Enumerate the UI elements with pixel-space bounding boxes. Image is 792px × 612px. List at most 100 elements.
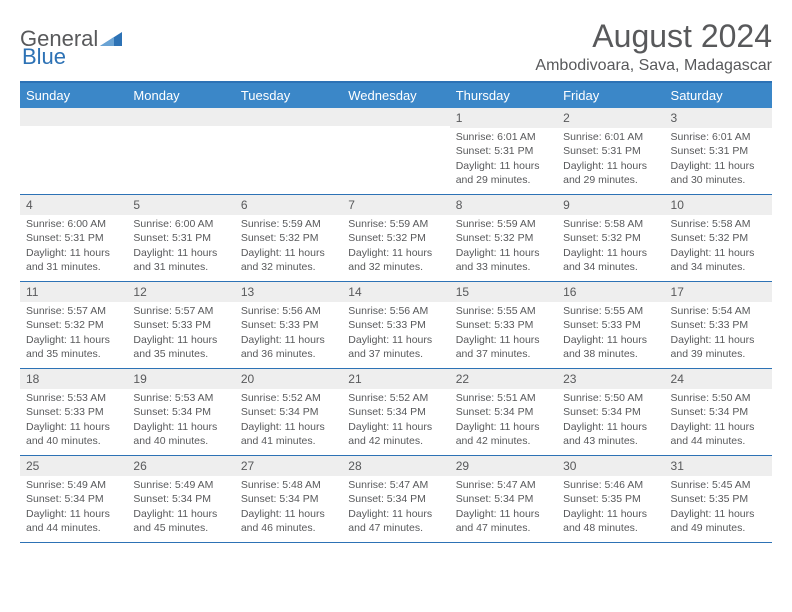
day-cell: 10Sunrise: 5:58 AMSunset: 5:32 PMDayligh… <box>665 195 772 281</box>
day-content: Sunrise: 5:57 AMSunset: 5:32 PMDaylight:… <box>20 302 127 365</box>
daylight-line2: and 37 minutes. <box>348 347 443 361</box>
daylight-line1: Daylight: 11 hours <box>563 246 658 260</box>
daylight-line1: Daylight: 11 hours <box>241 246 336 260</box>
sunset-text: Sunset: 5:34 PM <box>456 405 551 419</box>
sunrise-text: Sunrise: 5:52 AM <box>348 391 443 405</box>
sunrise-text: Sunrise: 5:59 AM <box>241 217 336 231</box>
day-content: Sunrise: 5:56 AMSunset: 5:33 PMDaylight:… <box>342 302 449 365</box>
day-cell: 11Sunrise: 5:57 AMSunset: 5:32 PMDayligh… <box>20 282 127 368</box>
sunset-text: Sunset: 5:33 PM <box>241 318 336 332</box>
day-number: 21 <box>342 369 449 389</box>
sunrise-text: Sunrise: 5:57 AM <box>133 304 228 318</box>
daylight-line2: and 44 minutes. <box>671 434 766 448</box>
daylight-line1: Daylight: 11 hours <box>241 507 336 521</box>
day-content: Sunrise: 6:01 AMSunset: 5:31 PMDaylight:… <box>665 128 772 191</box>
day-cell: 18Sunrise: 5:53 AMSunset: 5:33 PMDayligh… <box>20 369 127 455</box>
daylight-line2: and 43 minutes. <box>563 434 658 448</box>
daylight-line2: and 32 minutes. <box>241 260 336 274</box>
sunset-text: Sunset: 5:31 PM <box>26 231 121 245</box>
sunrise-text: Sunrise: 6:00 AM <box>133 217 228 231</box>
day-cell: 28Sunrise: 5:47 AMSunset: 5:34 PMDayligh… <box>342 456 449 542</box>
day-number: 22 <box>450 369 557 389</box>
daylight-line1: Daylight: 11 hours <box>563 333 658 347</box>
logo-triangle-icon <box>100 28 122 51</box>
month-title: August 2024 <box>535 18 772 55</box>
sunrise-text: Sunrise: 5:49 AM <box>26 478 121 492</box>
sunset-text: Sunset: 5:34 PM <box>26 492 121 506</box>
daylight-line1: Daylight: 11 hours <box>671 159 766 173</box>
daylight-line1: Daylight: 11 hours <box>671 420 766 434</box>
day-number: 8 <box>450 195 557 215</box>
day-number: 26 <box>127 456 234 476</box>
sunset-text: Sunset: 5:34 PM <box>348 492 443 506</box>
day-header-tuesday: Tuesday <box>235 83 342 108</box>
day-content: Sunrise: 5:50 AMSunset: 5:34 PMDaylight:… <box>665 389 772 452</box>
sunrise-text: Sunrise: 5:53 AM <box>26 391 121 405</box>
daylight-line1: Daylight: 11 hours <box>26 333 121 347</box>
sunset-text: Sunset: 5:31 PM <box>456 144 551 158</box>
daylight-line1: Daylight: 11 hours <box>563 159 658 173</box>
daylight-line2: and 40 minutes. <box>133 434 228 448</box>
week-row: 4Sunrise: 6:00 AMSunset: 5:31 PMDaylight… <box>20 195 772 282</box>
daylight-line2: and 37 minutes. <box>456 347 551 361</box>
week-row: 11Sunrise: 5:57 AMSunset: 5:32 PMDayligh… <box>20 282 772 369</box>
sunrise-text: Sunrise: 5:58 AM <box>671 217 766 231</box>
daylight-line1: Daylight: 11 hours <box>348 246 443 260</box>
day-content: Sunrise: 5:59 AMSunset: 5:32 PMDaylight:… <box>342 215 449 278</box>
daylight-line1: Daylight: 11 hours <box>26 507 121 521</box>
day-content: Sunrise: 5:55 AMSunset: 5:33 PMDaylight:… <box>450 302 557 365</box>
day-content: Sunrise: 5:47 AMSunset: 5:34 PMDaylight:… <box>450 476 557 539</box>
day-number: 12 <box>127 282 234 302</box>
day-cell: 6Sunrise: 5:59 AMSunset: 5:32 PMDaylight… <box>235 195 342 281</box>
sunset-text: Sunset: 5:33 PM <box>133 318 228 332</box>
day-cell: 21Sunrise: 5:52 AMSunset: 5:34 PMDayligh… <box>342 369 449 455</box>
day-content: Sunrise: 5:55 AMSunset: 5:33 PMDaylight:… <box>557 302 664 365</box>
day-number: 29 <box>450 456 557 476</box>
sunrise-text: Sunrise: 5:55 AM <box>563 304 658 318</box>
day-content: Sunrise: 5:45 AMSunset: 5:35 PMDaylight:… <box>665 476 772 539</box>
logo-blue-wrap: Blue <box>22 44 66 70</box>
day-number: 9 <box>557 195 664 215</box>
day-content: Sunrise: 5:56 AMSunset: 5:33 PMDaylight:… <box>235 302 342 365</box>
sunrise-text: Sunrise: 5:54 AM <box>671 304 766 318</box>
sunrise-text: Sunrise: 6:01 AM <box>671 130 766 144</box>
day-cell: 9Sunrise: 5:58 AMSunset: 5:32 PMDaylight… <box>557 195 664 281</box>
day-header-saturday: Saturday <box>665 83 772 108</box>
daylight-line2: and 36 minutes. <box>241 347 336 361</box>
sunrise-text: Sunrise: 5:47 AM <box>456 478 551 492</box>
daylight-line2: and 46 minutes. <box>241 521 336 535</box>
day-cell: 1Sunrise: 6:01 AMSunset: 5:31 PMDaylight… <box>450 108 557 194</box>
page-header: General August 2024 Ambodivoara, Sava, M… <box>20 18 772 75</box>
day-content: Sunrise: 5:58 AMSunset: 5:32 PMDaylight:… <box>665 215 772 278</box>
day-number: 5 <box>127 195 234 215</box>
daylight-line1: Daylight: 11 hours <box>348 333 443 347</box>
day-content: Sunrise: 5:57 AMSunset: 5:33 PMDaylight:… <box>127 302 234 365</box>
sunset-text: Sunset: 5:31 PM <box>671 144 766 158</box>
day-cell <box>342 108 449 194</box>
sunrise-text: Sunrise: 5:47 AM <box>348 478 443 492</box>
day-cell: 13Sunrise: 5:56 AMSunset: 5:33 PMDayligh… <box>235 282 342 368</box>
day-cell: 16Sunrise: 5:55 AMSunset: 5:33 PMDayligh… <box>557 282 664 368</box>
day-number <box>235 108 342 126</box>
day-cell: 19Sunrise: 5:53 AMSunset: 5:34 PMDayligh… <box>127 369 234 455</box>
sunrise-text: Sunrise: 5:53 AM <box>133 391 228 405</box>
title-block: August 2024 Ambodivoara, Sava, Madagasca… <box>535 18 772 75</box>
sunrise-text: Sunrise: 5:49 AM <box>133 478 228 492</box>
sunrise-text: Sunrise: 6:01 AM <box>563 130 658 144</box>
sunset-text: Sunset: 5:32 PM <box>671 231 766 245</box>
daylight-line2: and 35 minutes. <box>26 347 121 361</box>
daylight-line2: and 35 minutes. <box>133 347 228 361</box>
day-cell: 30Sunrise: 5:46 AMSunset: 5:35 PMDayligh… <box>557 456 664 542</box>
sunrise-text: Sunrise: 5:56 AM <box>241 304 336 318</box>
day-cell: 12Sunrise: 5:57 AMSunset: 5:33 PMDayligh… <box>127 282 234 368</box>
week-row: 18Sunrise: 5:53 AMSunset: 5:33 PMDayligh… <box>20 369 772 456</box>
day-cell: 7Sunrise: 5:59 AMSunset: 5:32 PMDaylight… <box>342 195 449 281</box>
sunrise-text: Sunrise: 5:45 AM <box>671 478 766 492</box>
daylight-line2: and 34 minutes. <box>671 260 766 274</box>
sunset-text: Sunset: 5:33 PM <box>26 405 121 419</box>
daylight-line1: Daylight: 11 hours <box>671 333 766 347</box>
daylight-line2: and 33 minutes. <box>456 260 551 274</box>
day-cell: 24Sunrise: 5:50 AMSunset: 5:34 PMDayligh… <box>665 369 772 455</box>
daylight-line2: and 44 minutes. <box>26 521 121 535</box>
day-number: 1 <box>450 108 557 128</box>
